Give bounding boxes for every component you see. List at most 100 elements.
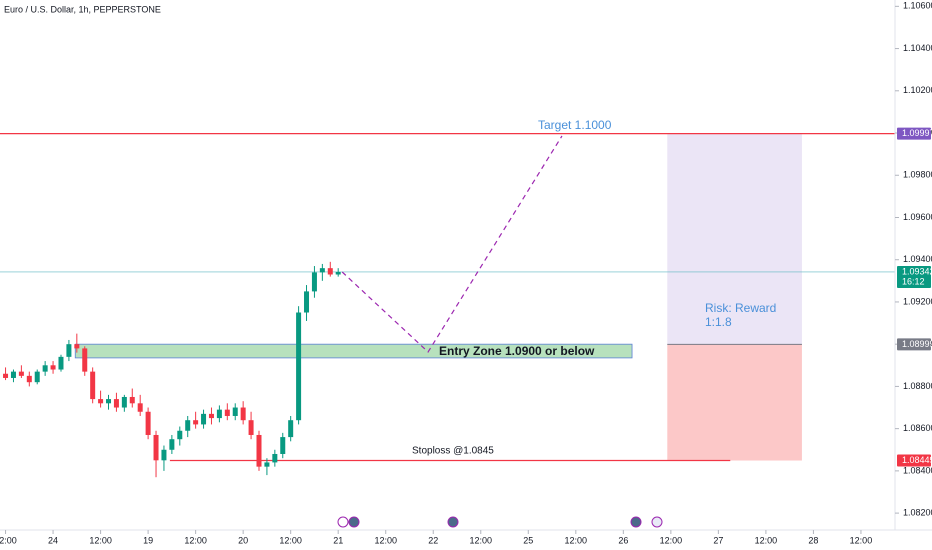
candle-body xyxy=(106,399,112,404)
x-tick-label: 28 xyxy=(808,535,818,545)
candle-body xyxy=(248,420,254,435)
x-tick-label: 12:00 xyxy=(469,535,492,545)
candle-body xyxy=(3,373,9,378)
candle-body xyxy=(113,399,119,408)
event-icon xyxy=(337,516,349,528)
candle-body xyxy=(169,439,175,450)
candle-body xyxy=(327,268,333,275)
event-icon xyxy=(651,516,663,528)
price-tag-label: 1.08999 xyxy=(902,339,932,349)
candle-body xyxy=(90,371,96,400)
price-tag xyxy=(897,338,931,351)
candle-body xyxy=(256,434,262,467)
candle-body xyxy=(145,411,151,435)
plot: Target 1.1000 Entry Zone 1.0900 or below S… xyxy=(0,118,895,478)
x-tick-label: 12:00 xyxy=(89,535,112,545)
candle-body xyxy=(66,344,72,357)
x-tick-label: 12:00 xyxy=(279,535,302,545)
candle-body xyxy=(58,356,64,370)
candle-body xyxy=(10,371,16,378)
candle-body xyxy=(129,396,135,404)
candle-body xyxy=(34,371,40,383)
reward-zone xyxy=(667,133,802,345)
y-tick-label: 1.08400 xyxy=(903,465,932,475)
x-tick-label: 12:00 xyxy=(184,535,207,545)
y-tick-label: 1.08200 xyxy=(903,507,932,517)
candle-body xyxy=(137,403,143,412)
candle-body xyxy=(50,365,56,370)
candle-body xyxy=(74,344,80,349)
candle-body xyxy=(335,271,341,275)
ratio-label: 1:1.8 xyxy=(705,315,732,329)
price-tag-label: 1.09342 xyxy=(902,266,932,276)
candle-body xyxy=(319,268,325,273)
entry-zone xyxy=(74,343,633,359)
y-tick-label: 1.09600 xyxy=(903,212,932,222)
price-tag-countdown: 16:12 xyxy=(902,276,925,286)
candle-body xyxy=(304,291,310,313)
price-tag-label: 1.08449 xyxy=(902,455,932,465)
x-tick-label: 12:00 xyxy=(755,535,778,545)
x-tick-label: 12:00 xyxy=(565,535,588,545)
candle-body xyxy=(232,407,238,416)
candle-body xyxy=(216,409,222,419)
y-tick-label: 1.10600 xyxy=(903,1,932,11)
candle-body xyxy=(161,449,167,461)
candle-body xyxy=(26,375,32,383)
chart-title: Euro / U.S. Dollar, 1h, PEPPERSTONE xyxy=(4,4,161,14)
x-tick-label: 25 xyxy=(523,535,533,545)
x-tick-label: 12:00 xyxy=(374,535,397,545)
candle-body xyxy=(201,413,207,425)
candle-body xyxy=(296,312,302,421)
price-tag xyxy=(897,127,931,140)
x-tick-label: 27 xyxy=(713,535,723,545)
candle-body xyxy=(272,453,278,463)
y-tick-label: 1.09200 xyxy=(903,296,932,306)
price-tag-label: 1.09997 xyxy=(902,128,932,138)
x-tick-label: 24 xyxy=(48,535,58,545)
event-icon xyxy=(447,516,459,528)
event-icons xyxy=(337,516,663,528)
x-tick-label: 22 xyxy=(428,535,438,545)
candle-body xyxy=(82,348,88,372)
candle-body xyxy=(311,272,317,292)
candle-body xyxy=(153,434,159,461)
risk-zone xyxy=(667,344,802,461)
candle-body xyxy=(121,396,127,408)
candle-body xyxy=(224,409,230,416)
x-tick-label: 12:00 xyxy=(850,535,873,545)
risk-reward-label: Risk: Reward xyxy=(705,301,776,315)
x-tick-label: 26 xyxy=(618,535,628,545)
y-tick-label: 1.08600 xyxy=(903,423,932,433)
candle-body xyxy=(98,399,104,404)
candle-body xyxy=(42,365,48,372)
candle-body xyxy=(208,413,214,419)
y-tick-label: 1.08800 xyxy=(903,381,932,391)
x-tick-label: 12:00 xyxy=(660,535,683,545)
projection-path xyxy=(341,135,563,353)
x-tick-label: 21 xyxy=(333,535,343,545)
price-tag xyxy=(897,265,931,288)
price-tag xyxy=(897,454,931,467)
candle-body xyxy=(264,462,270,467)
entry-label: Entry Zone 1.0900 or below xyxy=(439,344,595,358)
x-tick-label: 12:00 xyxy=(0,535,17,545)
candle-body xyxy=(177,430,183,440)
stoploss-label: Stoploss @1.0845 xyxy=(412,446,494,457)
candle-body xyxy=(288,420,294,438)
y-tick-label: 1.09400 xyxy=(903,254,932,264)
x-tick-label: 20 xyxy=(238,535,248,545)
x-tick-label: 19 xyxy=(143,535,153,545)
candle-body xyxy=(193,420,199,425)
y-tick-label: 1.10400 xyxy=(903,43,932,53)
candle-body xyxy=(185,420,191,431)
y-tick-label: 1.10200 xyxy=(903,85,932,95)
candle-body xyxy=(240,407,246,421)
event-icon xyxy=(348,516,360,528)
candle-body xyxy=(18,371,24,376)
y-tick-label: 1.09800 xyxy=(903,170,932,180)
event-icon xyxy=(630,516,642,528)
candle-body xyxy=(280,437,286,454)
target-label: Target 1.1000 xyxy=(538,118,612,132)
